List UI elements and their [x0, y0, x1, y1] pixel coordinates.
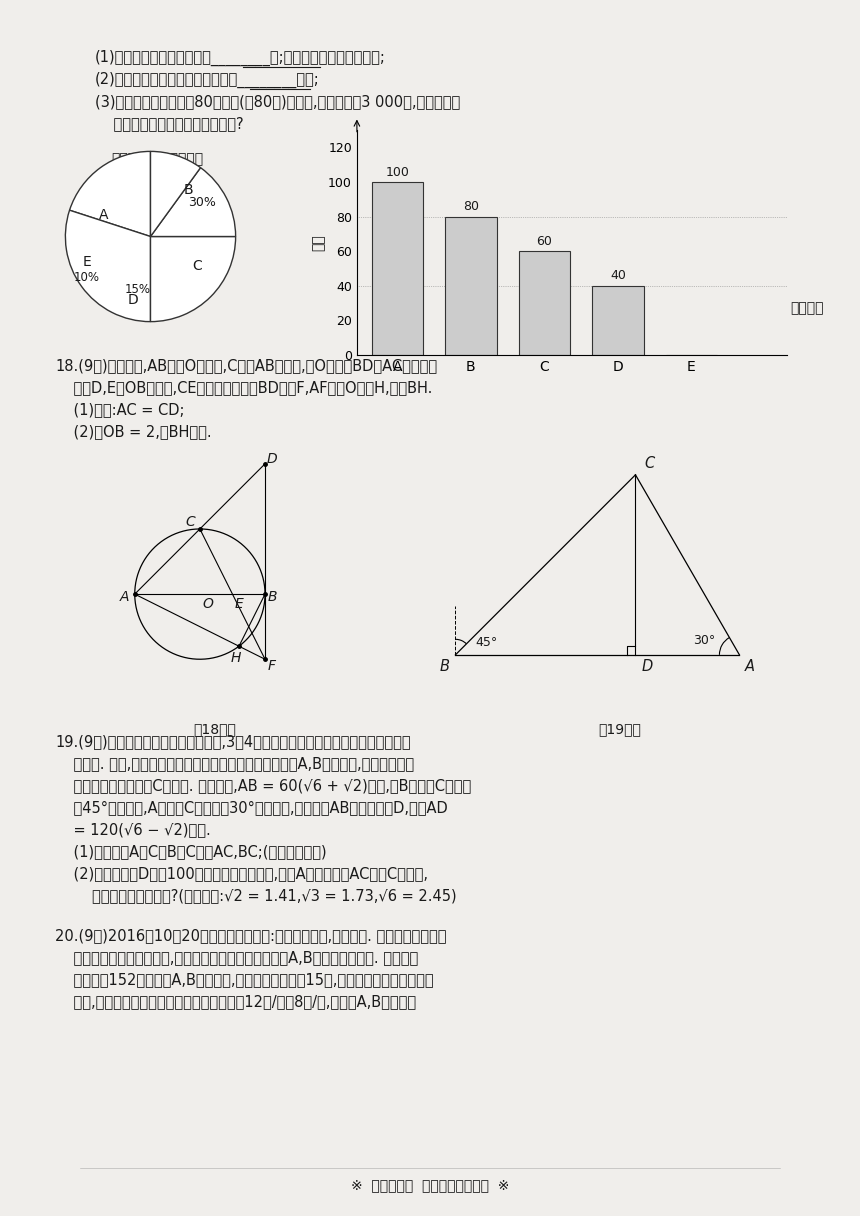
Text: F: F	[267, 659, 275, 672]
Text: H: H	[230, 651, 241, 665]
Bar	[593, 286, 643, 355]
Text: O: O	[202, 597, 213, 610]
Text: 18.(9分)如图所示,AB是圆O的直径,C是弧AB的中点,圆O的切线BD交AC的延长线: 18.(9分)如图所示,AB是圆O的直径,C是弧AB的中点,圆O的切线BD交AC…	[55, 358, 437, 373]
Text: 逃力度. 一天,我两艽海监船刚好在我某岛东西海岸线上的A,B两处巡逃,同时发现一艽: 逃力度. 一天,我两艽海监船刚好在我某岛东西海岸线上的A,B两处巡逃,同时发现一…	[55, 756, 415, 771]
Text: (1)分别求出A与C及B与C的距AC,BC;(结果保留根号): (1)分别求出A与C及B与C的距AC,BC;(结果保留根号)	[55, 844, 327, 858]
Text: A: A	[99, 208, 108, 223]
Text: 19.(9分)为了进一步加强海港执法能力,3月4日新组建的国家海洋局加大了在南海的巡: 19.(9分)为了进一步加强海港执法能力,3月4日新组建的国家海洋局加大了在南海…	[55, 734, 410, 749]
Text: 15%: 15%	[125, 283, 150, 295]
Text: 途中有无触礁的危险?(参考数据:√2 = 1.41,√3 = 1.73,√6 = 2.45): 途中有无触礁的危险?(参考数据:√2 = 1.41,√3 = 1.73,√6 =…	[55, 888, 457, 903]
Y-axis label: 人数: 人数	[311, 235, 325, 250]
Text: (2)若OB = 2,求BH的长.: (2)若OB = 2,求BH的长.	[55, 424, 212, 439]
Bar	[372, 182, 423, 355]
Text: 东45°的方向上,A处测得C在北偏襵30°的方向上,在海岸线AB上有一灯塔D,测得AD: 东45°的方向上,A处测得C在北偏襵30°的方向上,在海岸线AB上有一灯塔D,测…	[55, 800, 448, 815]
Text: 成绩分组: 成绩分组	[790, 302, 824, 315]
Text: 20.(9分)2016年10月20日总书记深刻指出:扶贫贵在精准,重在精准. 为了贯彻落实政府: 20.(9分)2016年10月20日总书记深刻指出:扶贫贵在精准,重在精准. 为…	[55, 928, 446, 942]
Text: 调查测试成绩扇形统计图: 调查测试成绩扇形统计图	[111, 152, 203, 167]
Text: E: E	[83, 255, 91, 269]
Text: 100: 100	[385, 165, 409, 179]
Text: (1)参加调查测试的学生共有________人;请将两幅统计图补充完整;: (1)参加调查测试的学生共有________人;请将两幅统计图补充完整;	[95, 50, 386, 66]
Text: 调查测试成绩条形统计图: 调查测试成绩条形统计图	[534, 152, 626, 167]
Text: 提出的「精准扶贫」精神,某校特制定了一系列关于帮扶A,B两贫困村的计划. 现决定从: 提出的「精准扶贫」精神,某校特制定了一系列关于帮扶A,B两贫困村的计划. 现决定…	[55, 950, 418, 966]
Wedge shape	[65, 210, 150, 322]
Text: (2)已知在灯塔D周围100海里范围内有暗礁群,我在A处海监船沿AC前往C处盘查,: (2)已知在灯塔D周围100海里范围内有暗礁群,我在A处海监船沿AC前往C处盘查…	[55, 866, 428, 882]
Text: D: D	[267, 451, 277, 466]
Text: B: B	[268, 590, 278, 604]
Text: A: A	[745, 659, 755, 674]
Text: 80: 80	[463, 201, 479, 213]
Text: E: E	[235, 597, 243, 610]
Text: 鱼苗,已知这两种大小货轪的载货能力分别为12筱/辆和8筱/辆,其运往A,B两村的运: 鱼苗,已知这两种大小货轪的载货能力分别为12筱/辆和8筱/辆,其运往A,B两村的…	[55, 993, 416, 1009]
Text: 于点D,E是OB的中点,CE的延长线交切线BD于点F,AF交圆O于点H,连接BH.: 于点D,E是OB的中点,CE的延长线交切线BD于点F,AF交圆O于点H,连接BH…	[55, 379, 433, 395]
Text: ※  数学（四）  第三页（共四页）  ※: ※ 数学（四） 第三页（共四页） ※	[351, 1178, 509, 1192]
Text: 第18题图: 第18题图	[194, 722, 236, 736]
Text: (2)本次调查测试成绩的中位数落在________组内;: (2)本次调查测试成绩的中位数落在________组内;	[95, 72, 320, 89]
Text: 30°: 30°	[693, 635, 716, 647]
Text: 测试成绩为优秀的学生有多少人?: 测试成绩为优秀的学生有多少人?	[95, 116, 243, 131]
Wedge shape	[150, 168, 236, 237]
Text: D: D	[642, 659, 653, 674]
Text: C: C	[644, 456, 654, 471]
Text: 某地运送152筱鱼苗到A,B两村养殖,若用大小货轪共车15辆,则恰好能一次性运完这批: 某地运送152筱鱼苗到A,B两村养殖,若用大小货轪共车15辆,则恰好能一次性运完…	[55, 972, 433, 987]
Bar	[445, 216, 496, 355]
Text: 30%: 30%	[187, 196, 216, 209]
Text: 40: 40	[610, 270, 626, 282]
Text: B: B	[439, 659, 450, 674]
Text: (3)本次调查测试成绩在80分以上(吨80分)为优秀,该中学共有3 000人,请估计全校: (3)本次调查测试成绩在80分以上(吨80分)为优秀,该中学共有3 000人,请…	[95, 94, 460, 109]
Text: 10%: 10%	[74, 271, 100, 283]
Wedge shape	[150, 236, 236, 322]
Text: A: A	[120, 590, 130, 604]
Wedge shape	[150, 152, 200, 237]
Wedge shape	[70, 152, 150, 237]
Text: 60: 60	[537, 235, 552, 248]
Text: B: B	[184, 182, 194, 197]
Text: C: C	[193, 259, 202, 274]
Text: 第19题图: 第19题图	[599, 722, 642, 736]
Bar	[519, 252, 570, 355]
Text: 45°: 45°	[475, 636, 497, 649]
Text: D: D	[128, 293, 138, 308]
Text: 不明国籍的船只停在C处海域. 如图所示,AB = 60(√6 + √2)海里,在B处测得C在北偏: 不明国籍的船只停在C处海域. 如图所示,AB = 60(√6 + √2)海里,在…	[55, 778, 471, 793]
Text: = 120(√6 − √2)海里.: = 120(√6 − √2)海里.	[55, 822, 211, 837]
Text: (1)求证:AC = CD;: (1)求证:AC = CD;	[55, 402, 185, 417]
Text: C: C	[185, 516, 195, 529]
